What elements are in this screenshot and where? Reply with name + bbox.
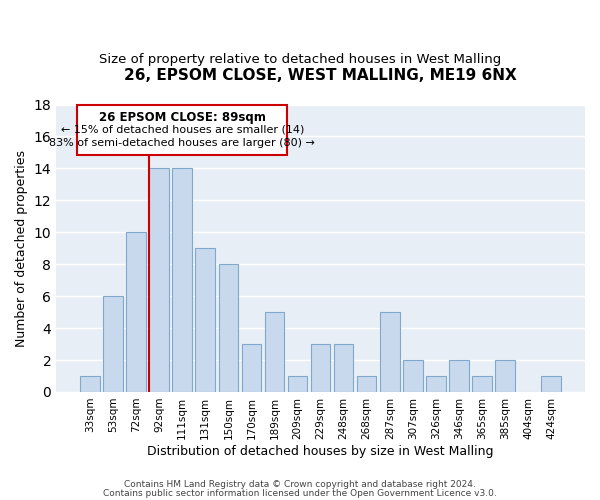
X-axis label: Distribution of detached houses by size in West Malling: Distribution of detached houses by size … <box>148 444 494 458</box>
Bar <box>103 296 123 392</box>
FancyBboxPatch shape <box>77 106 287 155</box>
Bar <box>449 360 469 392</box>
Bar <box>334 344 353 392</box>
Bar <box>380 312 400 392</box>
Bar <box>196 248 215 392</box>
Text: ← 15% of detached houses are smaller (14): ← 15% of detached houses are smaller (14… <box>61 124 304 134</box>
Bar <box>218 264 238 392</box>
Bar <box>149 168 169 392</box>
Title: 26, EPSOM CLOSE, WEST MALLING, ME19 6NX: 26, EPSOM CLOSE, WEST MALLING, ME19 6NX <box>124 68 517 82</box>
Y-axis label: Number of detached properties: Number of detached properties <box>15 150 28 346</box>
Text: 83% of semi-detached houses are larger (80) →: 83% of semi-detached houses are larger (… <box>49 138 315 148</box>
Text: Contains public sector information licensed under the Open Government Licence v3: Contains public sector information licen… <box>103 489 497 498</box>
Bar <box>288 376 307 392</box>
Bar <box>311 344 331 392</box>
Bar <box>265 312 284 392</box>
Bar <box>172 168 192 392</box>
Text: Size of property relative to detached houses in West Malling: Size of property relative to detached ho… <box>99 52 501 66</box>
Bar <box>495 360 515 392</box>
Bar <box>403 360 422 392</box>
Bar <box>80 376 100 392</box>
Text: Contains HM Land Registry data © Crown copyright and database right 2024.: Contains HM Land Registry data © Crown c… <box>124 480 476 489</box>
Bar <box>541 376 561 392</box>
Text: 26 EPSOM CLOSE: 89sqm: 26 EPSOM CLOSE: 89sqm <box>99 111 266 124</box>
Bar <box>242 344 261 392</box>
Bar <box>127 232 146 392</box>
Bar <box>426 376 446 392</box>
Bar <box>472 376 492 392</box>
Bar <box>357 376 376 392</box>
